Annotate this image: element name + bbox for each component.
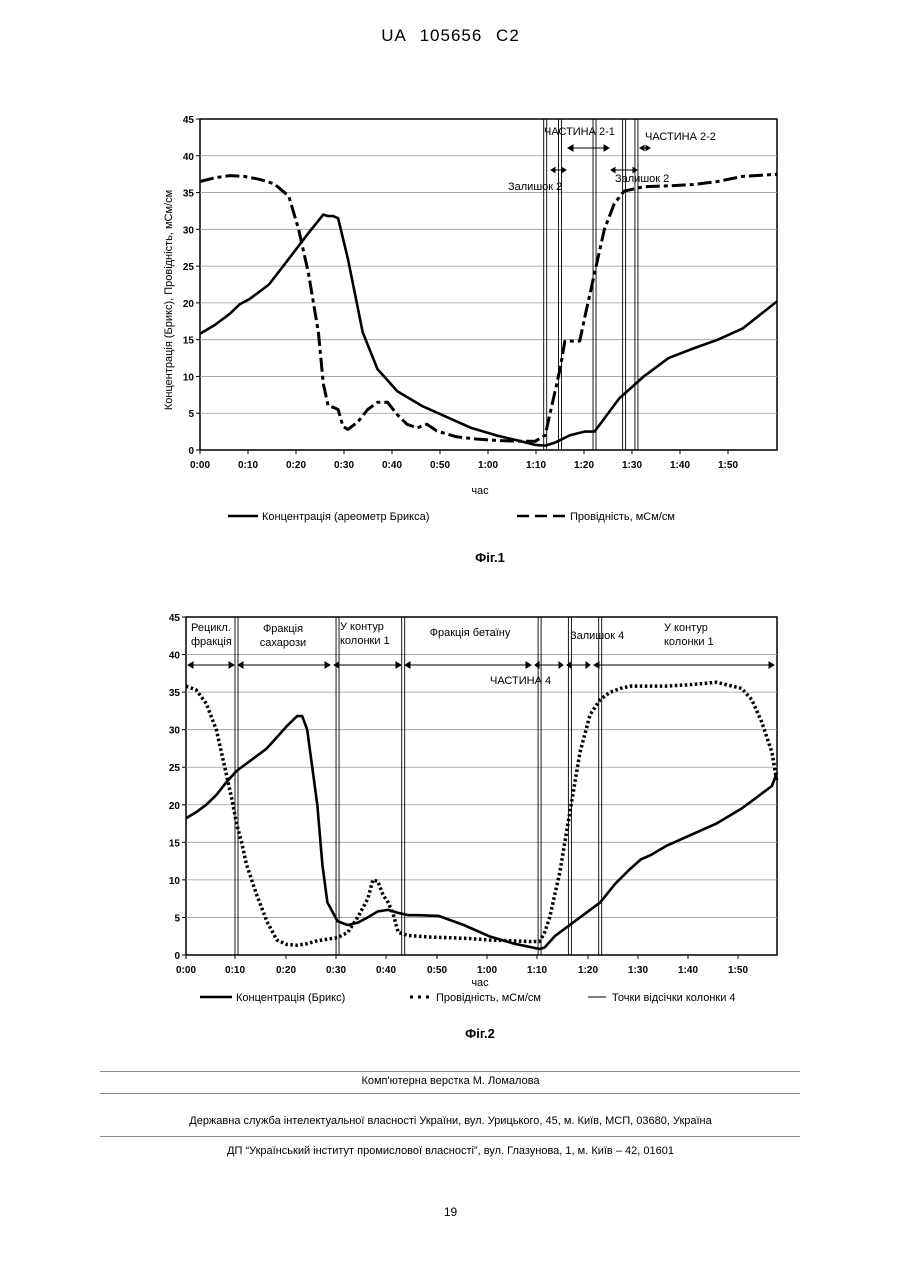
footer-layout-credit: Комп'ютерна верстка М. Ломалова	[0, 1075, 901, 1087]
fig2-x-tick-label: 1:50	[728, 965, 748, 976]
fig2-y-tick-label: 40	[169, 651, 181, 662]
fig2-plot-area	[186, 617, 777, 955]
fig2-y-tick-label: 5	[174, 913, 180, 924]
fig2-y-tick-label: 45	[169, 613, 181, 624]
fig2-x-tick-label: 0:00	[176, 965, 196, 976]
fig1-x-tick-label: 1:00	[478, 460, 498, 471]
fig2-x-tick-label: 0:10	[225, 965, 245, 976]
footer-rule-2	[100, 1093, 800, 1094]
fig2-x-tick-label: 0:50	[427, 965, 447, 976]
fig2-zone-loop1-1: У контур	[340, 621, 384, 633]
footer-institute: ДП “Український інститут промислової вла…	[0, 1145, 901, 1157]
fig1-x-tick-label: 1:40	[670, 460, 690, 471]
fig2-x-tick-label: 0:40	[376, 965, 396, 976]
fig1-x-tick-label: 0:30	[334, 460, 354, 471]
fig1-y-tick-label: 45	[183, 115, 195, 126]
fig1-x-tick-label: 1:30	[622, 460, 642, 471]
fig1-label-part2: ЧАСТИНА 2-2	[645, 131, 716, 143]
fig1-x-axis-label: час	[471, 485, 489, 497]
footer-agency: Державна служба інтелектуальної власност…	[0, 1115, 901, 1127]
fig2-x-tick-label: 1:10	[527, 965, 547, 976]
fig2-legend-cutpoints: Точки відсічки колонки 4	[612, 992, 736, 1004]
fig2-zone-recycle-1: Рецикл.	[191, 622, 231, 634]
fig1-x-tick-label: 0:20	[286, 460, 306, 471]
fig2-zone-loop1-2: колонки 1	[340, 635, 390, 647]
fig2-y-tick-label: 10	[169, 876, 181, 887]
fig1-y-tick-label: 10	[183, 372, 195, 383]
fig2-y-tick-label: 0	[174, 951, 180, 962]
fig1-plot-area	[200, 119, 777, 450]
fig2-x-tick-label: 1:00	[477, 965, 497, 976]
fig2-x-axis-label: час	[471, 977, 489, 989]
fig2-zone-part4: ЧАСТИНА 4	[490, 675, 551, 687]
fig2-x-tick-label: 0:20	[276, 965, 296, 976]
fig1-x-tick-label: 0:10	[238, 460, 258, 471]
fig1-y-tick-label: 25	[183, 262, 195, 273]
fig1-x-tick-label: 1:20	[574, 460, 594, 471]
figure-2-chart: 0 5 10 15 20 25 30 35 40 45 0:00 0:10 0:20 0:30 0:40 0…	[169, 613, 777, 1041]
fig2-zone-loop1b-1: У контур	[664, 622, 708, 634]
fig2-zone-sucrose-2: сахарози	[260, 637, 306, 649]
fig1-caption: Фіг.1	[475, 550, 505, 565]
fig2-y-tick-label: 15	[169, 838, 181, 849]
fig1-legend-conductivity: Провідність, мСм/см	[570, 511, 675, 523]
fig2-x-tick-label: 0:30	[326, 965, 346, 976]
fig1-y-tick-label: 5	[188, 409, 194, 420]
fig1-label-rem2: Залишок 2	[615, 173, 669, 185]
fig2-zone-sucrose-1: Фракція	[263, 623, 303, 635]
fig1-y-tick-label: 15	[183, 336, 195, 347]
fig2-legend-concentration: Концентрація (Брикс)	[236, 992, 345, 1004]
fig2-zone-betaine: Фракція бетаїну	[430, 627, 511, 639]
fig1-y-tick-label: 20	[183, 299, 195, 310]
fig1-legend-concentration: Концентрація (ареометр Брикса)	[262, 511, 429, 523]
fig2-y-tick-label: 20	[169, 801, 181, 812]
fig2-zone-remainder4: Залишок 4	[570, 630, 624, 642]
fig1-y-tick-label: 35	[183, 189, 195, 200]
fig2-x-tick-label: 1:30	[628, 965, 648, 976]
figure-1-chart: 0 5 10 15 20 25 30 35 40 45 0:00 0:10 0:20 0:30 0:40 0…	[163, 115, 777, 565]
fig1-x-tick-label: 0:50	[430, 460, 450, 471]
fig2-x-tick-label: 1:40	[678, 965, 698, 976]
fig2-y-tick-label: 35	[169, 688, 181, 699]
fig1-x-tick-label: 0:40	[382, 460, 402, 471]
fig1-y-tick-label: 30	[183, 225, 195, 236]
fig1-x-tick-label: 1:10	[526, 460, 546, 471]
fig2-y-tick-label: 25	[169, 763, 181, 774]
footer-rule-3	[100, 1136, 800, 1137]
fig2-x-tick-label: 1:20	[578, 965, 598, 976]
fig1-label-rem1: Залишок 2	[508, 181, 562, 193]
fig2-y-tick-label: 30	[169, 726, 181, 737]
fig1-y-axis-label: Концентрація (Брикс), Провідність, мСм/с…	[163, 190, 175, 410]
footer-rule-1	[100, 1071, 800, 1072]
fig2-caption: Фіг.2	[465, 1026, 495, 1041]
fig1-x-tick-label: 1:50	[718, 460, 738, 471]
fig1-label-part1: ЧАСТИНА 2-1	[544, 126, 615, 138]
fig2-legend-conductivity: Провідність, мСм/см	[436, 992, 541, 1004]
fig1-y-tick-label: 0	[188, 446, 194, 457]
fig2-zone-loop1b-2: колонки 1	[664, 636, 714, 648]
fig2-zone-recycle-2: фракція	[191, 636, 232, 648]
page-number: 19	[0, 1205, 901, 1219]
fig1-y-tick-label: 40	[183, 152, 195, 163]
fig1-x-tick-label: 0:00	[190, 460, 210, 471]
